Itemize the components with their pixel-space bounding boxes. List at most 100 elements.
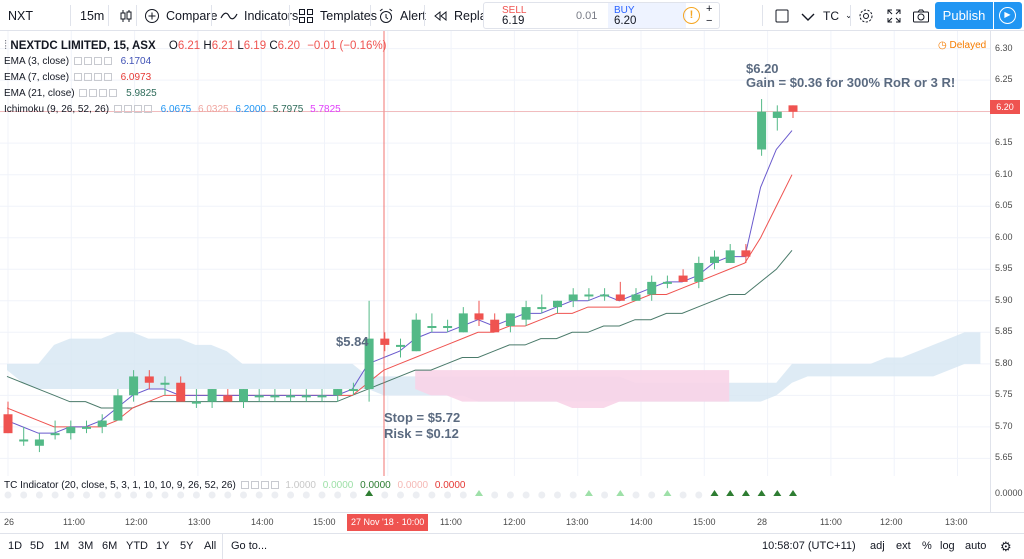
fullscreen-button[interactable] [880, 0, 908, 31]
candle-body [207, 389, 217, 402]
tc-signal-dot [679, 491, 687, 499]
compare-button[interactable]: Compare [138, 0, 223, 31]
close-icon[interactable] [109, 89, 118, 98]
cursor-time-label: 27 Nov '18 · 10:00 [347, 514, 429, 531]
ichimoku-cloud [7, 332, 981, 402]
snapshot-button[interactable] [906, 0, 936, 31]
toolbar-divider [762, 5, 763, 26]
tc-signal-dot [616, 490, 625, 496]
settings-icon[interactable] [250, 481, 259, 490]
eye-icon[interactable] [73, 73, 82, 82]
range-1y[interactable]: 1Y [156, 540, 170, 552]
tc-signal-dot [365, 490, 374, 496]
close-icon[interactable] [143, 105, 152, 114]
range-1d[interactable]: 1D [8, 540, 23, 552]
settings-button[interactable] [852, 0, 880, 31]
more-icon[interactable] [93, 57, 102, 66]
ema7-legend[interactable]: EMA (7, close) 6.0973 [4, 72, 151, 84]
interval-button[interactable]: 15m [74, 0, 110, 31]
more-icon[interactable] [99, 89, 108, 98]
tc-indicator-legend[interactable]: TC Indicator (20, close, 5, 3, 1, 10, 10… [4, 480, 465, 492]
candle-body [490, 319, 500, 333]
clock[interactable]: 10:58:07 (UTC+11) [762, 540, 856, 552]
buy-button[interactable]: BUY 6.20 [608, 3, 686, 28]
range-3m[interactable]: 3M [78, 540, 94, 552]
tc-signal-dot [710, 490, 719, 496]
publish-button[interactable]: Publish [935, 2, 993, 29]
top-price-annotation[interactable]: $6.20 [746, 61, 779, 76]
more-icon[interactable] [260, 481, 269, 490]
eye-icon[interactable] [240, 481, 249, 490]
trade-panel: SELL 6.19 0.01 BUY 6.20 ! + − [483, 2, 720, 29]
time-tick: 12:00 [503, 517, 526, 527]
indicators-button[interactable]: Indicators [214, 0, 304, 31]
alert-button[interactable]: Alert [372, 0, 432, 31]
price-tick: 6.25 [995, 74, 1013, 85]
tc-signal-dot [318, 491, 326, 499]
ichimoku-bear-cloud [415, 370, 730, 408]
ema3-legend[interactable]: EMA (3, close) 6.1704 [4, 56, 151, 68]
compare-label: Compare [166, 8, 218, 23]
eye-icon[interactable] [113, 105, 122, 114]
eye-icon[interactable] [79, 89, 88, 98]
close-icon[interactable] [103, 73, 112, 82]
ema21-legend[interactable]: EMA (21, close) 5.9825 [4, 88, 157, 100]
candle-body [678, 275, 688, 282]
tc-signal-dot [130, 491, 138, 499]
play-button[interactable]: ▶ [994, 2, 1022, 29]
sell-button[interactable]: SELL 6.19 [484, 3, 569, 28]
layout-button[interactable]: TC ⌄ [793, 0, 859, 31]
log-toggle[interactable]: log [940, 540, 955, 552]
gain-annotation[interactable]: Gain = $0.36 for 300% RoR or 3 R! [746, 75, 956, 90]
range-ytd[interactable]: YTD [126, 540, 148, 552]
range-5d[interactable]: 5D [30, 540, 45, 552]
chart-type-button[interactable] [112, 0, 140, 31]
tc-signal-dot [271, 491, 279, 499]
templates-button[interactable]: Templates [292, 0, 383, 31]
tc-indicator-pane[interactable] [0, 476, 990, 512]
fullscreen-select-button[interactable] [768, 0, 796, 31]
goto-button[interactable]: Go to... [222, 534, 267, 559]
more-icon[interactable] [133, 105, 142, 114]
symbol-search[interactable]: NXT [2, 0, 67, 31]
toolbar-divider [108, 5, 109, 26]
tc-signal-dot [726, 490, 735, 496]
settings-icon[interactable] [89, 89, 98, 98]
candle-body [584, 294, 594, 297]
gear-icon[interactable]: ⚙ [1000, 539, 1012, 554]
range-all[interactable]: All [204, 540, 217, 552]
entry-annotation[interactable]: $5.84 [336, 334, 369, 349]
settings-icon[interactable] [83, 73, 92, 82]
time-tick: 12:00 [125, 517, 148, 527]
ext-toggle[interactable]: ext [896, 540, 911, 552]
quantity-plus-button[interactable]: + [706, 3, 713, 15]
close-icon[interactable] [103, 57, 112, 66]
settings-icon[interactable] [83, 57, 92, 66]
main-chart[interactable] [0, 31, 990, 476]
adj-toggle[interactable]: adj [870, 540, 885, 552]
quantity-minus-button[interactable]: − [706, 15, 713, 27]
delayed-badge[interactable]: ◷ Delayed [938, 40, 986, 52]
range-5y[interactable]: 5Y [180, 540, 194, 552]
more-icon[interactable] [93, 73, 102, 82]
price-tick: 5.80 [995, 357, 1013, 368]
close-icon[interactable] [270, 481, 279, 490]
collapse-icon[interactable]: ⁞ [4, 40, 11, 52]
ema21-name: EMA (21, close) [4, 88, 75, 99]
ema7-value: 6.0973 [120, 72, 152, 83]
settings-icon[interactable] [123, 105, 132, 114]
range-6m[interactable]: 6M [102, 540, 118, 552]
time-axis[interactable]: 2611:0012:0013:0014:0015:0016:0011:0012:… [0, 512, 1024, 533]
ichimoku-legend[interactable]: Ichimoku (9, 26, 52, 26) 6.0675 6.0325 6… [4, 104, 341, 116]
indicators-icon [220, 12, 238, 19]
toolbar-divider [211, 5, 212, 26]
auto-toggle[interactable]: auto [965, 540, 987, 552]
eye-icon[interactable] [73, 57, 82, 66]
range-1m[interactable]: 1M [54, 540, 70, 552]
risk-annotation[interactable]: Risk = $0.12 [384, 426, 459, 441]
stop-annotation[interactable]: Stop = $5.72 [384, 410, 461, 425]
percent-toggle[interactable]: % [922, 540, 932, 552]
time-tick: 13:00 [945, 517, 968, 527]
warning-icon[interactable]: ! [683, 7, 700, 24]
tc-signal-dot [349, 491, 357, 499]
